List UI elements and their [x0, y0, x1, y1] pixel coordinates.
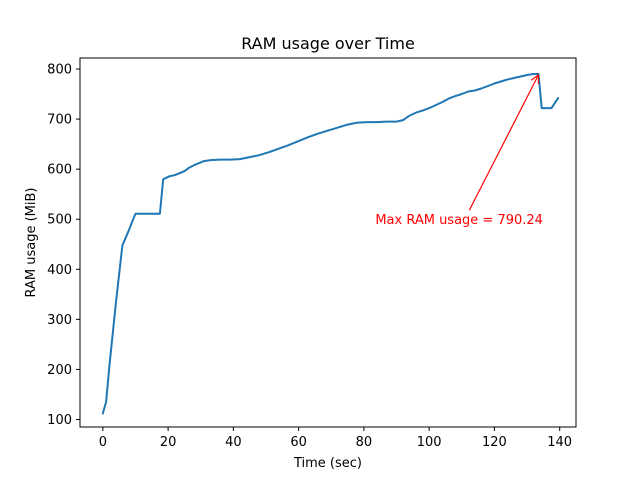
y-axis-label: RAM usage (MiB)	[24, 188, 39, 298]
y-tick-label: 600	[47, 163, 72, 178]
x-tick-label: 0	[99, 435, 107, 450]
plot-frame	[79, 57, 577, 428]
x-axis-label: Time (sec)	[293, 456, 362, 471]
y-tick-label: 500	[47, 213, 72, 228]
y-tick-label: 300	[47, 313, 72, 328]
x-tick-label: 100	[417, 435, 442, 450]
chart-title: RAM usage over Time	[241, 34, 415, 53]
y-tick-label: 700	[47, 113, 72, 128]
x-tick-label: 60	[290, 435, 307, 450]
ram-usage-line	[101, 72, 560, 415]
x-tick-label: 20	[160, 435, 177, 450]
x-tick-label: 140	[547, 435, 572, 450]
x-axis-ticks: 0 20 40 60 80 100 120 140	[99, 427, 572, 450]
y-tick-label: 400	[47, 263, 72, 278]
x-tick-label: 120	[482, 435, 507, 450]
max-annotation-label: Max RAM usage = 790.24	[375, 213, 543, 228]
y-tick-label: 100	[47, 413, 72, 428]
y-tick-label: 200	[47, 363, 72, 378]
max-annotation-arrow	[468, 75, 538, 211]
y-axis-ticks: 100 200 300 400 500 600 700 800	[47, 63, 80, 428]
y-tick-label: 800	[47, 63, 72, 78]
plot-area: 0 20 40 60 80 100 120 140 100 200 300 400 500 600 700…	[47, 57, 577, 450]
x-tick-label: 40	[225, 435, 242, 450]
x-tick-label: 80	[356, 435, 373, 450]
